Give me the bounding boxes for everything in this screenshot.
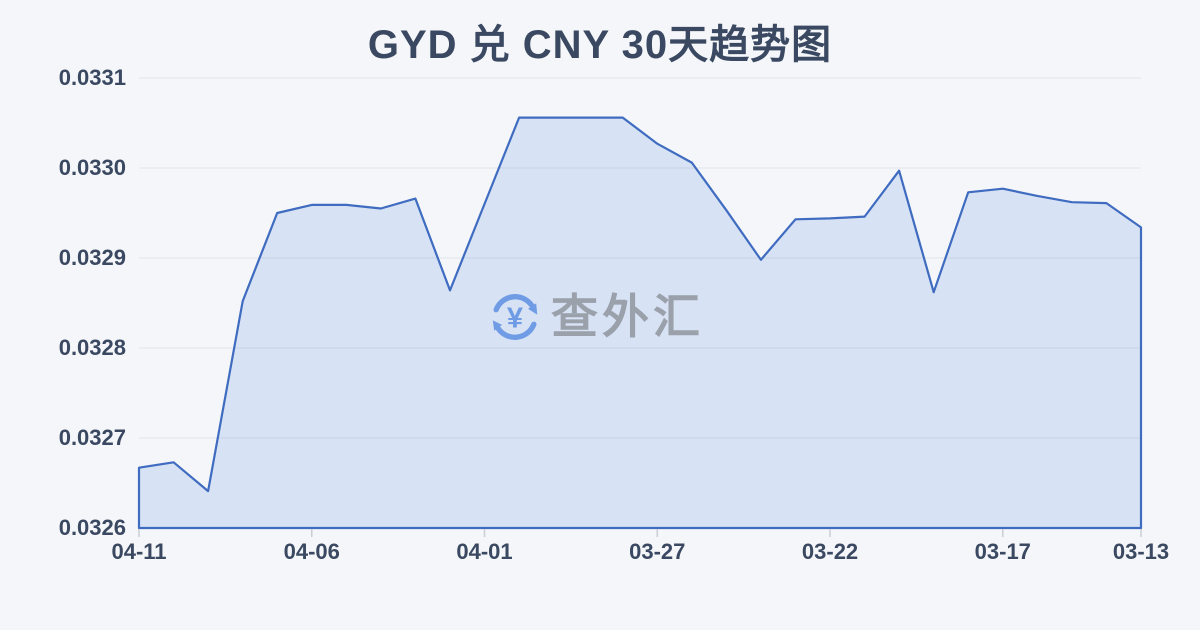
currency-exchange-icon: ¥ (492, 294, 538, 340)
watermark-text: 查外汇 (551, 290, 704, 343)
watermark: ¥ 查外汇 (486, 287, 704, 347)
x-axis-label: 03-27 (629, 539, 686, 564)
y-axis-label: 0.0327 (58, 425, 126, 450)
y-axis-label: 0.0331 (58, 65, 126, 90)
y-axis-label: 0.0330 (58, 155, 126, 180)
x-axis-label: 03-17 (974, 539, 1031, 564)
chart-title: GYD 兑 CNY 30天趋势图 (367, 23, 833, 67)
x-axis-label: 04-11 (111, 539, 167, 564)
x-axis-label: 03-22 (801, 539, 859, 564)
x-axis-label: 03-13 (1112, 539, 1170, 564)
arrowhead-top-right (528, 303, 538, 315)
area-fill (139, 117, 1141, 528)
y-axis-label: 0.0326 (58, 515, 126, 540)
arrowhead-bottom-left (492, 320, 503, 331)
area-outline (137, 116, 1143, 530)
x-axis-label: 04-06 (283, 539, 340, 564)
refresh-arrows (493, 294, 537, 340)
y-axis-label: 0.0328 (58, 335, 126, 360)
yen-symbol: ¥ (507, 303, 523, 335)
x-axis-label: 04-01 (456, 539, 513, 564)
y-axis-label: 0.0329 (58, 245, 126, 270)
